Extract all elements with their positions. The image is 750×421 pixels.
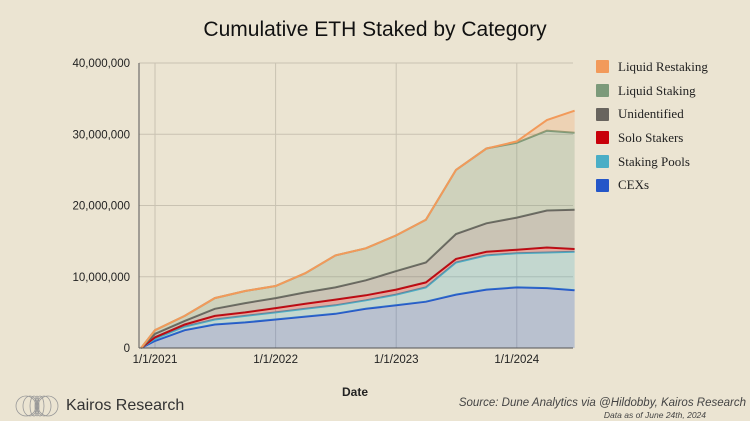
legend-label: Unidentified xyxy=(618,106,684,122)
line-liquid-restaking xyxy=(140,109,575,349)
legend-label: Liquid Restaking xyxy=(618,58,708,74)
legend-item-solo-stakers: Solo Stakers xyxy=(596,126,708,150)
legend-item-staking-pools: Staking Pools xyxy=(596,150,708,174)
legend-label: CEXs xyxy=(618,177,650,193)
area-solo-stakers xyxy=(141,247,575,348)
legend-swatch xyxy=(596,84,609,98)
area-staking-pools xyxy=(141,251,575,348)
y-tick-label: 40,000,000 xyxy=(72,58,130,70)
legend-swatch xyxy=(596,107,609,121)
line-solo-stakers xyxy=(140,246,575,349)
source-note: Source: Dune Analytics via @Hildobby, Ka… xyxy=(458,397,746,409)
legend-item-unidentified: Unidentified xyxy=(596,102,708,126)
area-liquid-staking xyxy=(141,130,575,348)
chart-title: Cumulative ETH Staked by Category xyxy=(203,18,547,41)
area-unidentified xyxy=(141,209,575,348)
legend-item-liquid-restaking: Liquid Restaking xyxy=(596,55,708,79)
legend-swatch xyxy=(596,155,609,169)
x-axis-label: Date xyxy=(341,385,368,399)
x-tick-label: 1/1/2022 xyxy=(253,354,298,366)
y-tick-label: 20,000,000 xyxy=(72,201,130,213)
legend: Liquid Restaking Liquid Staking Unidenti… xyxy=(596,55,708,197)
y-tick-label: 30,000,000 xyxy=(72,129,130,141)
line-staking-pools xyxy=(140,250,575,349)
line-cexs xyxy=(140,286,575,349)
data-date-note: Data as of June 24th, 2024 xyxy=(603,410,706,420)
legend-swatch xyxy=(596,178,609,192)
legend-swatch xyxy=(596,60,609,74)
area-cexs xyxy=(141,287,575,348)
legend-item-cexs: CEXs xyxy=(596,173,708,197)
legend-label: Liquid Staking xyxy=(618,82,696,98)
brand-name: Kairos Research xyxy=(66,397,185,414)
y-tick-label: 0 xyxy=(124,343,130,355)
kairos-logo-icon xyxy=(15,395,59,417)
legend-item-liquid-staking: Liquid Staking xyxy=(596,79,708,103)
brand-logo: Kairos Research xyxy=(14,394,184,418)
x-tick-label: 1/1/2021 xyxy=(133,354,178,366)
legend-label: Staking Pools xyxy=(618,153,690,169)
y-tick-label: 10,000,000 xyxy=(72,272,130,284)
x-tick-label: 1/1/2023 xyxy=(374,354,419,366)
line-unidentified xyxy=(140,208,575,349)
legend-swatch xyxy=(596,131,609,145)
legend-label: Solo Stakers xyxy=(618,129,684,145)
x-tick-label: 1/1/2024 xyxy=(494,354,539,366)
area-liquid-restaking xyxy=(141,110,575,348)
